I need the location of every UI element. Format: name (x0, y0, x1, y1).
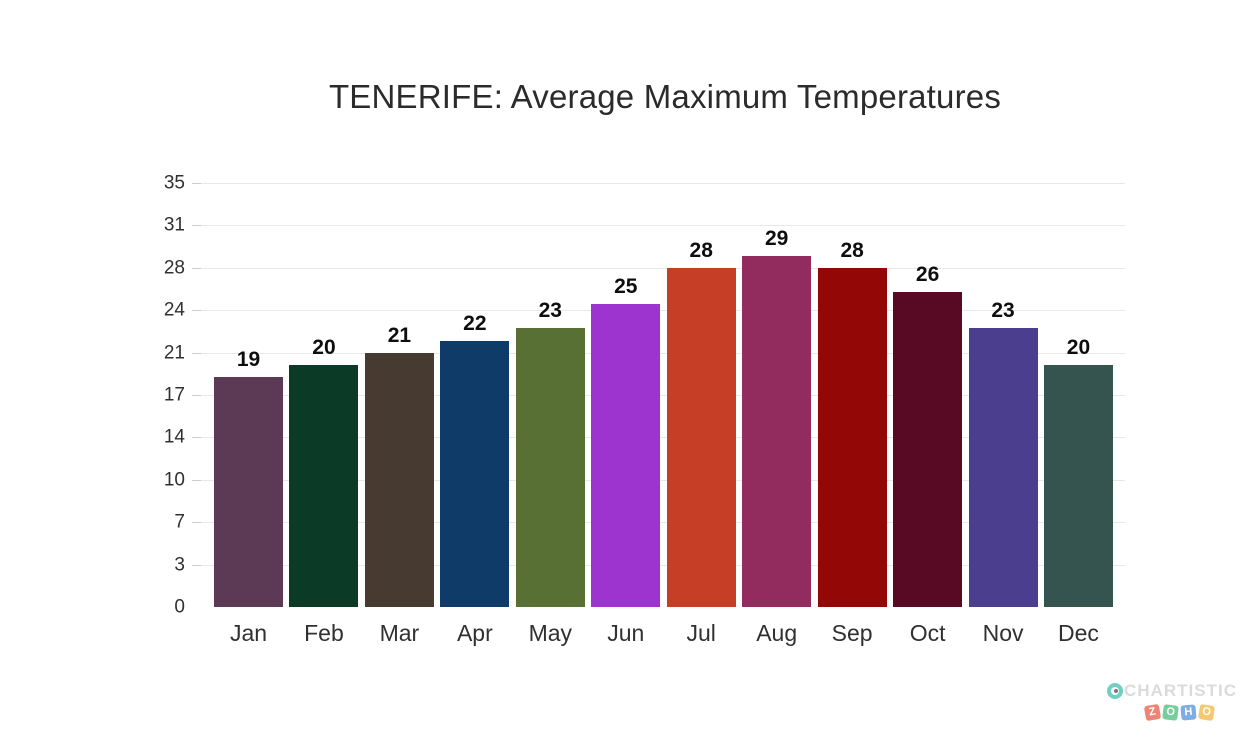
bar-value-label-apr: 22 (463, 311, 487, 335)
x-tick-label-nov: Nov (982, 620, 1024, 646)
bar-value-label-aug: 29 (764, 226, 789, 250)
bar-slot-jul: 28 (666, 183, 736, 607)
bar-slot-mar: 21 (364, 183, 434, 607)
bar-slot-aug: 29 (742, 183, 812, 607)
y-tick-label: 24 (163, 299, 185, 321)
bar-slot-jan: 19 (214, 183, 283, 607)
y-tick-label: 17 (163, 384, 185, 406)
y-tick-label: 28 (163, 257, 185, 279)
y-tick-label: 10 (163, 469, 185, 491)
bar-value-label-jun: 25 (614, 275, 638, 299)
zoho-letter-tile-1: Z (1143, 703, 1162, 722)
x-tick-label-jan: Jan (229, 620, 268, 646)
x-tick-label-dec: Dec (1058, 620, 1099, 646)
y-axis-tick (192, 395, 201, 396)
y-tick-label: 7 (174, 511, 185, 533)
bar-slot-oct: 26 (893, 183, 963, 607)
x-tick-label-may: May (528, 620, 573, 646)
bar-value-label-oct: 26 (915, 263, 940, 287)
bar-value-label-feb: 20 (312, 335, 336, 359)
bar-slot-sep: 28 (817, 183, 887, 607)
bar-value-label-jul: 28 (689, 238, 713, 262)
y-tick-label: 0 (174, 596, 185, 618)
y-axis-tick (192, 437, 201, 439)
chart-title: TENERIFE: Average Maximum Temperatures (328, 78, 1002, 115)
x-tick-label-jul: Jul (686, 620, 716, 646)
bar-value-label-jan: 19 (236, 347, 261, 371)
gridline (192, 267, 1125, 269)
y-axis-tick (192, 183, 201, 184)
bar-may[interactable] (515, 328, 585, 607)
bar-value-label-may: 23 (538, 299, 562, 323)
x-axis-labels: Jan Feb Mar Apr May Jun Jul Aug Sep Oct Nov Dec (214, 618, 1113, 648)
bar-apr[interactable] (440, 340, 510, 607)
y-axis-labels: 35 31 28 24 21 17 14 10 7 3 0 (120, 174, 185, 617)
x-tick-label-apr: Apr (456, 620, 493, 646)
gridline (192, 225, 1125, 227)
bar-sep[interactable] (817, 267, 887, 607)
gridline (192, 183, 1125, 184)
bars-layer: 19 20 21 22 23 25 28 29 28 26 23 20 (214, 183, 1113, 607)
y-axis-tick (192, 310, 201, 312)
y-axis-tick (192, 267, 201, 269)
bar-dec[interactable] (1043, 364, 1113, 607)
y-axis-tick (192, 352, 201, 354)
bar-slot-may: 23 (515, 183, 585, 607)
bar-value-label-nov: 23 (991, 299, 1015, 323)
y-axis-tick (192, 479, 201, 481)
bar-feb[interactable] (289, 364, 359, 607)
x-tick-label-mar: Mar (379, 620, 420, 646)
x-tick-label-aug: Aug (756, 620, 798, 646)
bar-value-label-dec: 20 (1066, 335, 1091, 359)
bar-slot-jun: 25 (591, 183, 661, 607)
bar-jul[interactable] (666, 267, 736, 607)
bar-value-label-mar: 21 (387, 323, 412, 347)
y-axis-tick (192, 225, 201, 227)
zoho-letter-tile-3: H (1180, 704, 1197, 721)
x-tick-label-oct: Oct (909, 620, 946, 646)
y-tick-label: 3 (174, 554, 185, 576)
bar-jun[interactable] (591, 304, 661, 607)
zoho-letter-tile-2: O (1162, 704, 1179, 721)
zoho-letter-tile-4: O (1197, 703, 1216, 722)
bar-oct[interactable] (893, 292, 963, 607)
bar-value-label-sep: 28 (840, 238, 864, 262)
bar-slot-feb: 20 (289, 183, 359, 607)
y-tick-label: 21 (163, 342, 185, 364)
plot-area: 35 31 28 24 21 17 14 10 7 3 0 19 20 21 22 23 25 28 29 28 26… (0, 174, 1257, 617)
x-tick-label-jun: Jun (607, 620, 645, 646)
bar-jan[interactable] (214, 376, 283, 607)
bar-aug[interactable] (742, 255, 812, 607)
bar-slot-dec: 20 (1043, 183, 1113, 607)
bar-slot-nov: 23 (968, 183, 1038, 607)
bar-nov[interactable] (968, 328, 1038, 607)
chartistic-logo-icon (1107, 683, 1124, 699)
bar-mar[interactable] (364, 352, 434, 607)
y-axis-tick (192, 564, 201, 566)
y-tick-label: 14 (163, 426, 185, 448)
watermark-brand-row: CHARTISTIC (1107, 681, 1237, 701)
y-axis-tick (192, 522, 201, 524)
watermark-brand-text: CHARTISTIC (1124, 681, 1237, 700)
x-tick-label-feb: Feb (304, 620, 344, 646)
bar-slot-apr: 22 (440, 183, 510, 607)
x-tick-label-sep: Sep (831, 620, 873, 646)
y-tick-label: 35 (163, 172, 185, 194)
y-tick-label: 31 (163, 214, 185, 236)
